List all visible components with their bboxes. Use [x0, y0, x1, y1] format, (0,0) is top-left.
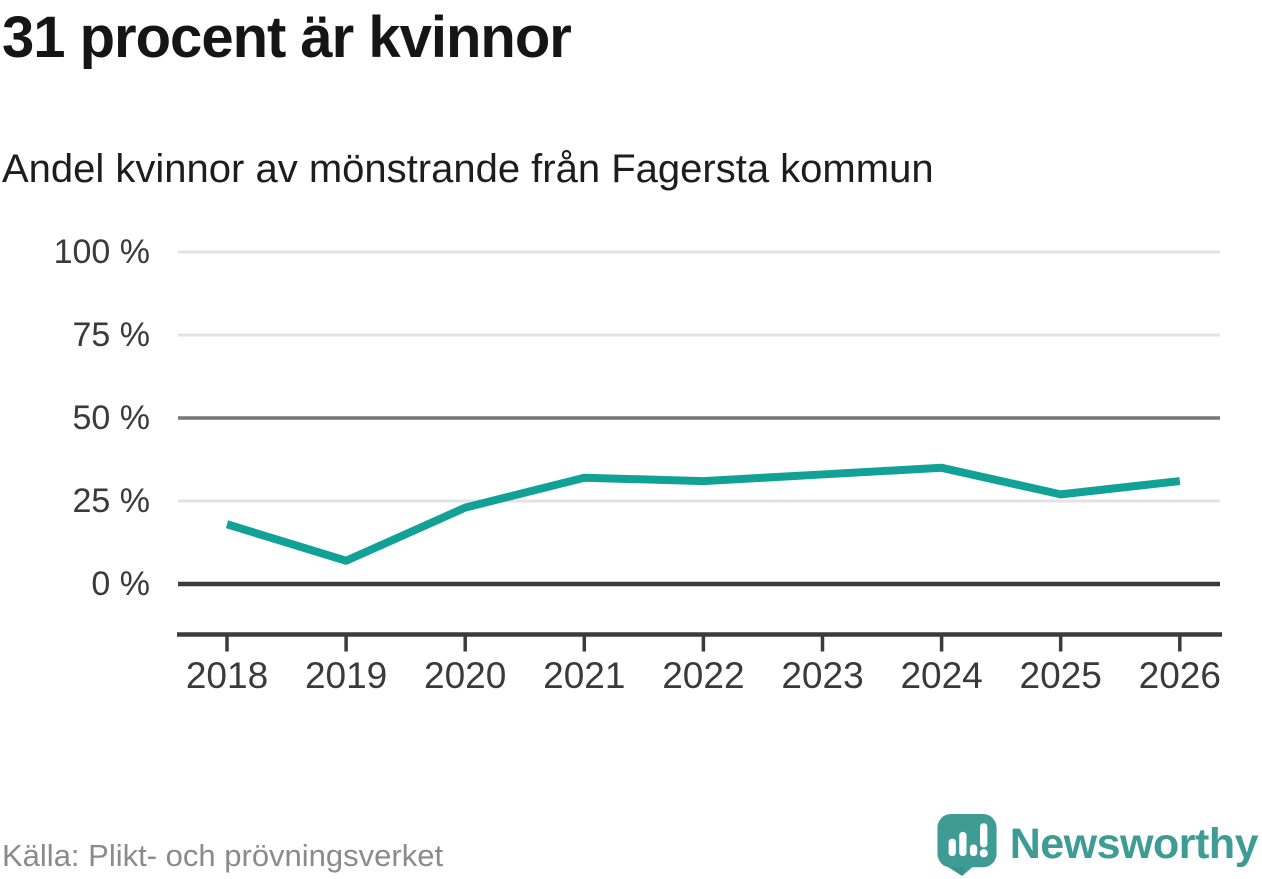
chart-subtitle: Andel kvinnor av mönstrande från Fagerst…	[2, 147, 934, 191]
newsworthy-logo-mark	[937, 813, 997, 876]
gridlines	[178, 250, 1220, 587]
speech-bubble-icon	[937, 813, 997, 876]
y-axis-tick-label: 25 %	[72, 482, 151, 520]
x-axis-tick-label: 2020	[424, 655, 507, 696]
y-axis-tick-label: 0 %	[91, 565, 150, 603]
newsworthy-wordmark: Newsworthy	[1009, 820, 1259, 868]
page-title: 31 procent är kvinnor	[2, 5, 572, 70]
x-axis-tick-label: 2025	[1019, 655, 1102, 696]
bar-chart-icon	[948, 823, 988, 858]
x-axis-tick-label: 2023	[781, 655, 864, 696]
y-axis-tick-label: 50 %	[72, 399, 151, 437]
data-line	[225, 463, 1181, 565]
x-axis-tick-label: 2024	[900, 655, 983, 696]
x-axis-tick-label: 2018	[185, 655, 269, 696]
data-series	[225, 463, 1181, 565]
x-axis	[177, 632, 1222, 652]
y-axis-tick-label: 75 %	[72, 316, 151, 354]
newsworthy-logo: Newsworthy	[936, 812, 1259, 877]
x-axis-tick-label: 2021	[543, 655, 626, 696]
x-axis-tick-label: 2019	[304, 655, 388, 696]
x-axis-tick-label: 2022	[662, 655, 745, 696]
source-text: Källa: Plikt- och prövningsverket	[2, 838, 444, 873]
y-axis-tick-label: 100 %	[53, 233, 150, 271]
x-axis-tick-label: 2026	[1138, 655, 1221, 696]
